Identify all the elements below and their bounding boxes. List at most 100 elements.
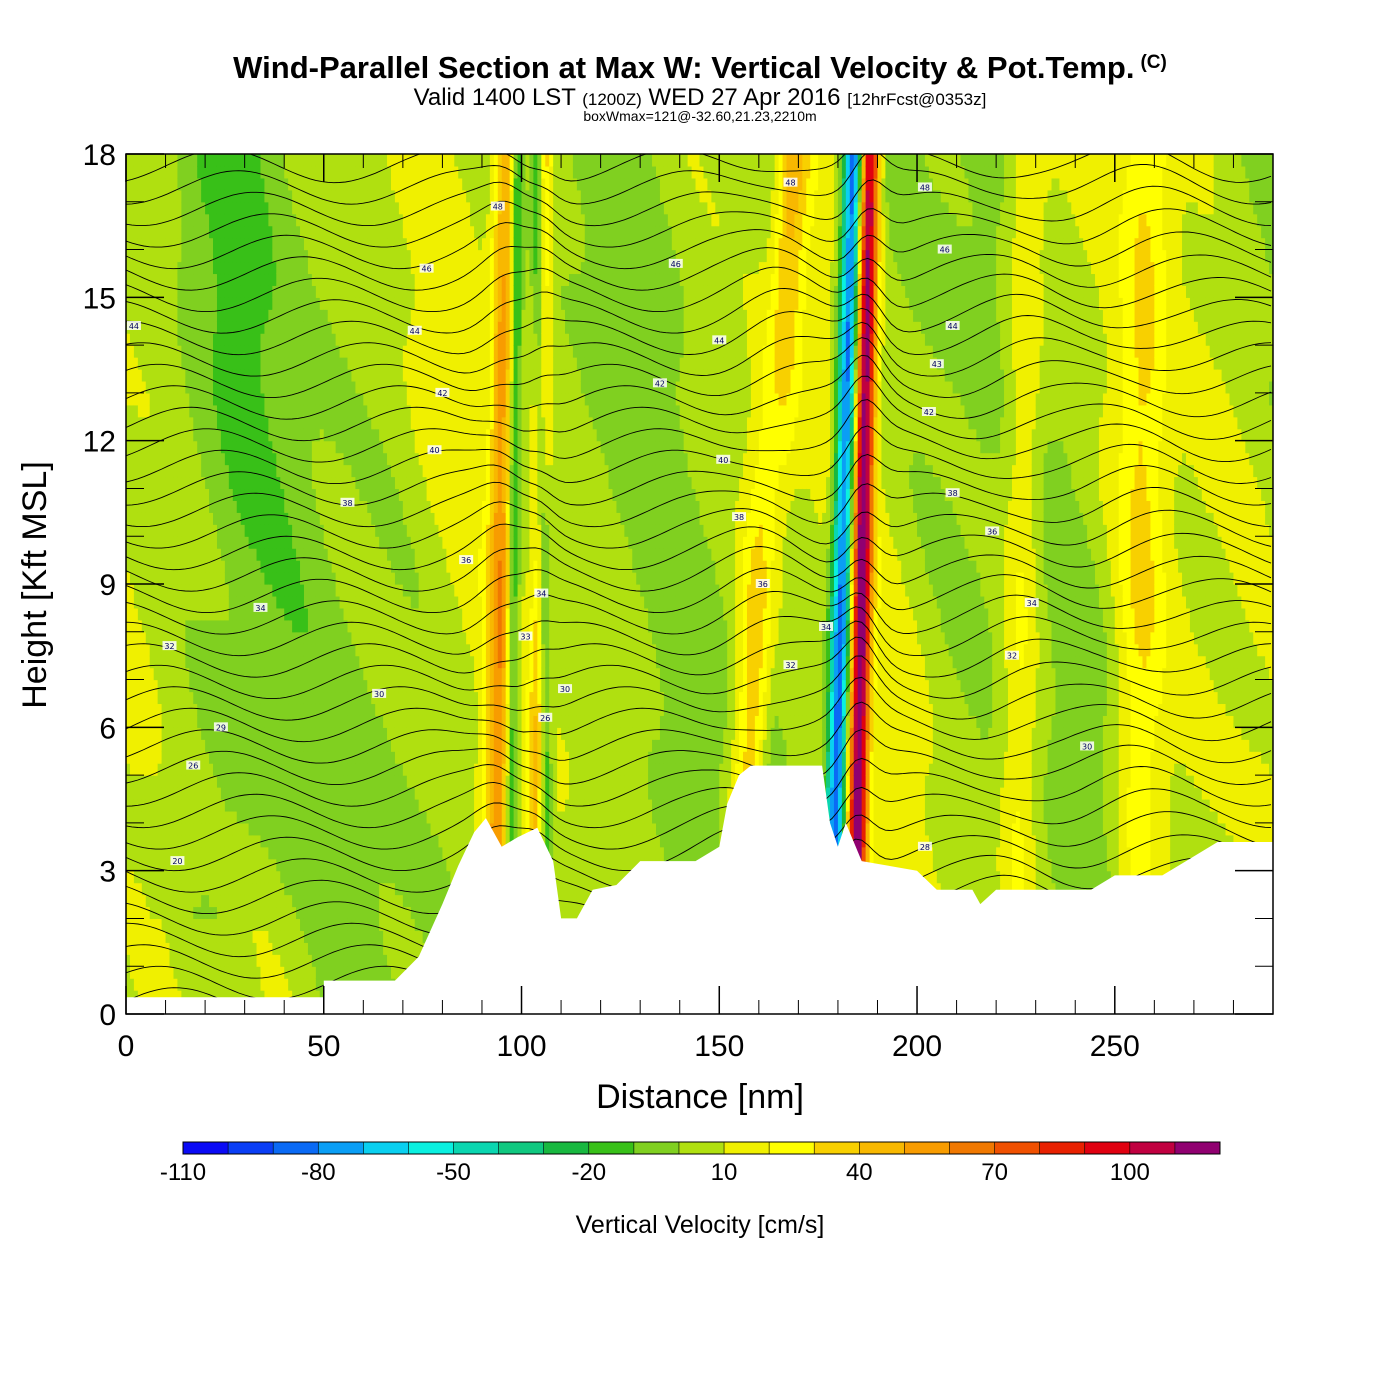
colorbar-tick-label: 100 bbox=[1110, 1159, 1150, 1186]
colorbar-swatch bbox=[498, 1142, 545, 1154]
contour-label: 36 bbox=[755, 579, 770, 589]
colorbar-swatch bbox=[1039, 1142, 1086, 1154]
contour-label: 30 bbox=[372, 688, 387, 699]
contour-label: 32 bbox=[783, 660, 798, 670]
colorbar-tick-label: -20 bbox=[571, 1159, 606, 1186]
x-tick-label: 0 bbox=[118, 1030, 135, 1063]
colorbar-swatch bbox=[273, 1142, 319, 1154]
colorbar-swatch bbox=[633, 1142, 680, 1154]
colorbar-tick-label: 10 bbox=[711, 1159, 738, 1186]
y-tick-label: 3 bbox=[99, 856, 116, 889]
contour-label: 26 bbox=[538, 712, 553, 723]
colorbar-swatch bbox=[408, 1142, 455, 1154]
contour-label: 28 bbox=[917, 841, 932, 852]
valid-time-line: Valid 1400 LST (1200Z) WED 27 Apr 2016 [… bbox=[0, 84, 1400, 112]
valid-time-local: Valid 1400 LST bbox=[414, 84, 576, 111]
contour-label: 42 bbox=[652, 378, 667, 388]
contour-label: 34 bbox=[253, 602, 268, 613]
contour-label: 29 bbox=[213, 722, 228, 732]
colorbar-swatch bbox=[543, 1142, 590, 1154]
y-tick-label: 6 bbox=[99, 712, 116, 745]
valid-time-utc: (1200Z) bbox=[582, 90, 642, 109]
potential-temperature-contours bbox=[126, 154, 1272, 1014]
box-wmax-info: boxWmax=121@-32.60,21.23,2210m bbox=[0, 108, 1400, 124]
contour-label: 34 bbox=[534, 588, 549, 599]
contour-label: 44 bbox=[945, 321, 960, 331]
contour-label: 42 bbox=[921, 407, 936, 417]
colorbar-swatch bbox=[724, 1142, 770, 1154]
contour-label: 48 bbox=[783, 177, 798, 188]
y-tick-label: 0 bbox=[99, 999, 116, 1032]
contour-label: 38 bbox=[340, 497, 355, 508]
colorbar-swatch bbox=[183, 1142, 229, 1154]
contour-label: 44 bbox=[407, 325, 422, 336]
contour-label: 48 bbox=[490, 201, 505, 212]
contour-label: 40 bbox=[716, 454, 731, 465]
terrain bbox=[126, 765, 1273, 1014]
colorbar-tick-label: 70 bbox=[981, 1159, 1008, 1186]
contour-label: 44 bbox=[712, 335, 727, 345]
colorbar-swatch bbox=[904, 1142, 950, 1154]
colorbar-swatch bbox=[769, 1142, 815, 1154]
colorbar-swatch bbox=[859, 1142, 905, 1154]
contour-label: 42 bbox=[435, 387, 450, 398]
forecast-info: [12hrFcst@0353z] bbox=[847, 90, 986, 109]
contour-label: 36 bbox=[985, 526, 1000, 536]
y-axis-label: Height [Kft MSL] bbox=[16, 461, 54, 709]
x-tick-label: 150 bbox=[694, 1030, 744, 1063]
y-tick-label: 9 bbox=[99, 569, 116, 602]
chart-title: Wind-Parallel Section at Max W: Vertical… bbox=[0, 50, 1400, 86]
contour-label: 46 bbox=[668, 258, 683, 269]
contour-label: 38 bbox=[945, 488, 960, 498]
contour-label: 36 bbox=[459, 555, 474, 565]
colorbar-swatch bbox=[1129, 1142, 1176, 1154]
colorbar-swatch bbox=[678, 1142, 725, 1154]
contour-label: 30 bbox=[1080, 741, 1095, 751]
contour-label: 32 bbox=[162, 641, 177, 651]
colorbar: -110 -80 -50 -20 10 40 70 100 bbox=[160, 1141, 1221, 1186]
y-tick-label: 18 bbox=[83, 139, 116, 172]
contour-label: 34 bbox=[819, 622, 834, 632]
colorbar-swatch bbox=[453, 1142, 500, 1154]
contour-label: 43 bbox=[929, 359, 944, 369]
x-tick-label: 250 bbox=[1090, 1030, 1140, 1063]
colorbar-swatch bbox=[588, 1142, 635, 1154]
colorbar-frame bbox=[182, 1141, 1221, 1155]
valid-date: WED 27 Apr 2016 bbox=[648, 84, 840, 111]
contour-labels: 44 46 44 42 40 48 38 36 34 32 30 29 26 20 34 33 30 26 46 42… bbox=[126, 177, 1095, 866]
copyright-mark: (C) bbox=[1140, 52, 1166, 73]
x-tick-label: 200 bbox=[892, 1030, 942, 1063]
contour-label: 46 bbox=[937, 244, 952, 255]
colorbar-tick-label: 40 bbox=[846, 1159, 873, 1186]
x-tick-label: 100 bbox=[496, 1030, 546, 1063]
contour-label: 38 bbox=[732, 512, 747, 522]
x-axis: 0 50 100 150 200 250 bbox=[118, 154, 1234, 1063]
contour-label: 44 bbox=[126, 321, 141, 331]
contour-label: 40 bbox=[427, 445, 442, 455]
colorbar-tick-label: -110 bbox=[160, 1159, 206, 1186]
x-axis-label: Distance [nm] bbox=[596, 1078, 804, 1116]
contour-label: 33 bbox=[518, 631, 533, 642]
colorbar-tick-label: -50 bbox=[436, 1159, 471, 1186]
colorbar-swatch bbox=[1174, 1142, 1221, 1154]
colorbar-swatch bbox=[228, 1142, 274, 1154]
contour-label: 34 bbox=[1024, 598, 1039, 608]
colorbar-label: Vertical Velocity [cm/s] bbox=[576, 1211, 825, 1239]
y-tick-label: 15 bbox=[83, 282, 116, 315]
colorbar-swatch bbox=[363, 1142, 409, 1154]
contour-label: 20 bbox=[170, 856, 185, 866]
contour-label: 30 bbox=[558, 684, 573, 694]
contour-label: 26 bbox=[186, 760, 201, 771]
chart-title-text: Wind-Parallel Section at Max W: Vertical… bbox=[233, 50, 1134, 85]
contour-label: 46 bbox=[419, 263, 434, 274]
colorbar-swatch bbox=[318, 1142, 364, 1154]
colorbar-swatch bbox=[814, 1142, 860, 1154]
colorbar-swatch bbox=[994, 1142, 1041, 1154]
x-tick-label: 50 bbox=[307, 1030, 340, 1063]
contour-label: 32 bbox=[1004, 650, 1019, 661]
y-tick-label: 12 bbox=[83, 426, 116, 459]
contour-label: 48 bbox=[917, 182, 932, 192]
colorbar-swatch bbox=[949, 1142, 996, 1154]
